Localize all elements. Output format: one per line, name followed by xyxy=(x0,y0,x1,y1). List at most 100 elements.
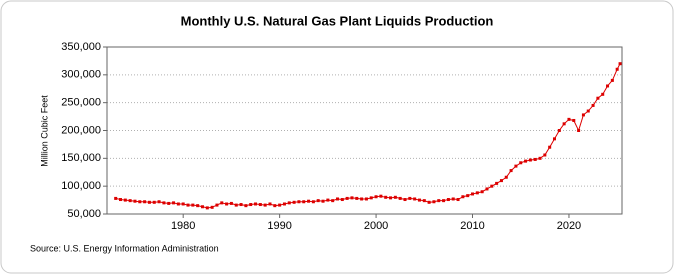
point xyxy=(181,202,185,206)
series-line xyxy=(115,63,621,209)
y-tick-label: 150,000 xyxy=(61,152,101,164)
point xyxy=(577,129,581,132)
point xyxy=(172,201,176,205)
point xyxy=(509,169,513,173)
point xyxy=(244,204,248,208)
point xyxy=(432,200,436,204)
point xyxy=(374,195,378,199)
point xyxy=(528,158,532,162)
point xyxy=(123,198,127,202)
point xyxy=(307,199,311,203)
point xyxy=(220,201,224,205)
point xyxy=(403,198,407,202)
point xyxy=(422,199,426,203)
point xyxy=(446,198,450,202)
y-axis-label: Million Cubic Feet xyxy=(39,95,49,167)
point xyxy=(572,118,576,122)
point xyxy=(350,196,354,200)
point xyxy=(442,199,446,203)
point xyxy=(215,203,219,207)
point xyxy=(393,195,397,199)
point xyxy=(282,202,286,206)
point xyxy=(466,194,470,198)
point xyxy=(263,203,267,207)
point xyxy=(340,198,344,202)
chart-title: Monthly U.S. Natural Gas Plant Liquids P… xyxy=(181,13,494,28)
point xyxy=(176,202,180,206)
point xyxy=(114,196,118,200)
x-tick-label: 1980 xyxy=(171,220,195,232)
point xyxy=(490,184,494,188)
point xyxy=(302,200,306,204)
point xyxy=(138,200,142,204)
x-tick-label: 2020 xyxy=(557,220,581,232)
point xyxy=(384,195,388,199)
point xyxy=(258,203,262,207)
point xyxy=(495,181,499,185)
plot-area xyxy=(106,46,623,215)
point xyxy=(562,122,566,126)
point xyxy=(335,197,339,201)
point xyxy=(606,84,610,88)
point xyxy=(191,203,195,207)
point xyxy=(557,129,561,132)
x-tick-label: 2010 xyxy=(460,220,484,232)
point xyxy=(364,197,368,201)
point xyxy=(316,199,320,203)
point xyxy=(311,200,315,204)
point xyxy=(162,201,166,205)
point xyxy=(133,199,137,203)
point xyxy=(331,199,335,203)
point xyxy=(456,198,460,202)
point xyxy=(581,113,585,117)
point xyxy=(485,187,489,191)
y-tick-label: 350,000 xyxy=(61,41,101,53)
point xyxy=(128,199,132,203)
point xyxy=(538,156,542,160)
source: Source: U.S. Energy Information Administ… xyxy=(30,243,219,253)
point xyxy=(268,202,272,206)
point xyxy=(297,200,301,204)
y-tick-label: 300,000 xyxy=(61,69,101,81)
point xyxy=(504,175,508,179)
point xyxy=(451,197,455,201)
point xyxy=(480,190,484,194)
x-tick-label: 2000 xyxy=(364,220,388,232)
point xyxy=(345,196,349,200)
point xyxy=(514,164,518,168)
point xyxy=(601,92,605,96)
point xyxy=(287,201,291,205)
point xyxy=(239,203,243,207)
point xyxy=(143,200,147,204)
point xyxy=(417,198,421,202)
point xyxy=(471,192,475,196)
point xyxy=(360,197,364,201)
point xyxy=(234,203,238,207)
point xyxy=(157,200,161,204)
point xyxy=(229,201,233,205)
x-tick-label: 1990 xyxy=(267,220,291,232)
point xyxy=(326,198,330,202)
point xyxy=(119,198,123,202)
point xyxy=(369,196,373,200)
point xyxy=(533,157,537,161)
point xyxy=(567,117,571,121)
point xyxy=(379,194,383,198)
point xyxy=(586,109,590,113)
point xyxy=(618,62,622,66)
point xyxy=(278,203,282,207)
point xyxy=(408,196,412,200)
point xyxy=(519,161,523,165)
point xyxy=(196,204,200,208)
point xyxy=(596,96,600,100)
point xyxy=(389,196,393,200)
point xyxy=(398,196,402,200)
point xyxy=(499,179,503,183)
point xyxy=(321,199,325,203)
point xyxy=(254,202,258,206)
point xyxy=(548,145,552,149)
point xyxy=(610,78,614,82)
point xyxy=(524,159,528,163)
point xyxy=(552,137,556,141)
